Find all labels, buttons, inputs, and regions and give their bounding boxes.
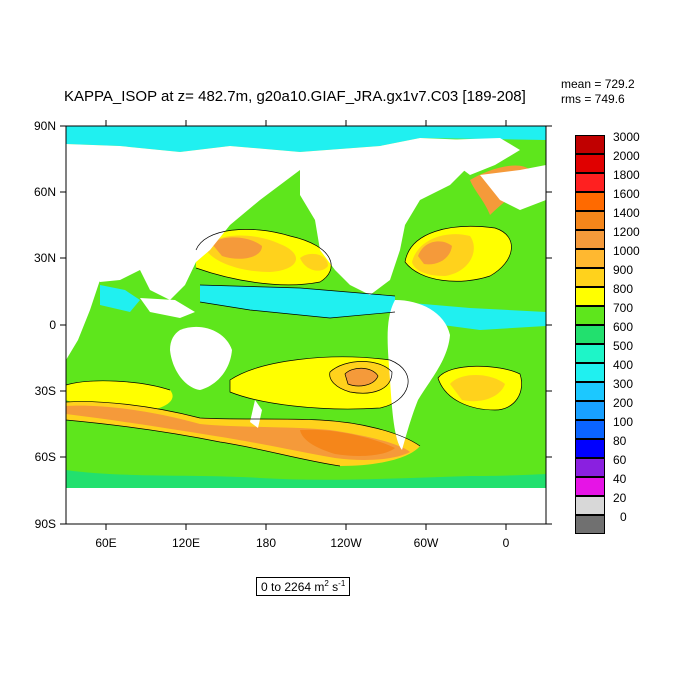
y-tick-label: 0 bbox=[49, 318, 56, 332]
range-unit-seconds: s bbox=[328, 580, 339, 594]
land-north-america bbox=[300, 138, 500, 295]
colorbar-label: 40 bbox=[613, 472, 627, 486]
colorbar-swatch bbox=[575, 192, 605, 211]
colorbar-swatch bbox=[575, 439, 605, 458]
land-masses bbox=[66, 138, 546, 524]
colorbar-swatch bbox=[575, 458, 605, 477]
x-tick-label: 60E bbox=[95, 536, 116, 550]
y-tick-labels: 90N 60N 30N 0 30S 60S 90S bbox=[34, 119, 56, 531]
colorbar-label: 800 bbox=[613, 282, 634, 296]
colorbar-swatch bbox=[575, 382, 605, 401]
colorbar-label: 200 bbox=[613, 396, 634, 410]
colorbar-label: 900 bbox=[613, 263, 634, 277]
rms-value: rms = 749.6 bbox=[561, 92, 625, 106]
colorbar-label: 600 bbox=[613, 320, 634, 334]
contour-field bbox=[66, 126, 546, 524]
colorbar-label: 20 bbox=[613, 491, 627, 505]
colorbar-label: 1600 bbox=[613, 187, 640, 201]
colorbar-label: 60 bbox=[613, 453, 627, 467]
x-tick-label: 0 bbox=[503, 536, 510, 550]
colorbar-label: 100 bbox=[613, 415, 634, 429]
colorbar-label: 1000 bbox=[613, 244, 640, 258]
equatorial-band-indian bbox=[100, 285, 140, 312]
colorbar-label: 400 bbox=[613, 358, 634, 372]
southern-belt bbox=[66, 470, 546, 488]
y-tick-label: 60S bbox=[35, 450, 56, 464]
arctic-region bbox=[66, 126, 546, 152]
x-tick-label: 120W bbox=[330, 536, 362, 550]
contour-lines bbox=[66, 225, 522, 467]
colorbar-swatch bbox=[575, 420, 605, 439]
axis-ticks bbox=[60, 120, 552, 530]
colorbar-swatch bbox=[575, 363, 605, 382]
colorbar-swatch bbox=[575, 230, 605, 249]
colorbar-label: 1200 bbox=[613, 225, 640, 239]
colorbar-swatch bbox=[575, 344, 605, 363]
colorbar-swatch bbox=[575, 211, 605, 230]
x-tick-labels: 60E 120E 180 120W 60W 0 bbox=[95, 536, 509, 550]
y-tick-label: 30S bbox=[35, 384, 56, 398]
x-tick-label: 180 bbox=[256, 536, 276, 550]
colorbar-swatch bbox=[575, 515, 605, 534]
colorbar-swatch bbox=[575, 306, 605, 325]
y-tick-label: 60N bbox=[34, 185, 56, 199]
colorbar-swatch bbox=[575, 401, 605, 420]
colorbar-swatch bbox=[575, 268, 605, 287]
colorbar-label: 1400 bbox=[613, 206, 640, 220]
colorbar-swatch bbox=[575, 135, 605, 154]
colorbar-label: 80 bbox=[613, 434, 627, 448]
land-antarctica bbox=[66, 488, 546, 524]
land-greenland bbox=[440, 138, 520, 175]
x-tick-label: 120E bbox=[172, 536, 200, 550]
land-indonesia bbox=[140, 298, 195, 318]
plot-title: KAPPA_ISOP at z= 482.7m, g20a10.GIAF_JRA… bbox=[64, 88, 526, 105]
colorbar-label: 1800 bbox=[613, 168, 640, 182]
colorbar-label: 2000 bbox=[613, 149, 640, 163]
colorbar-swatch bbox=[575, 496, 605, 515]
colorbar-swatch bbox=[575, 325, 605, 344]
y-tick-label: 90N bbox=[34, 119, 56, 133]
colorbar-swatch bbox=[575, 287, 605, 306]
colorbar-swatch bbox=[575, 477, 605, 496]
colorbar-label: 500 bbox=[613, 339, 634, 353]
land-new-zealand bbox=[250, 400, 262, 428]
stats-block: mean = 729.2 rms = 749.6 bbox=[561, 77, 635, 107]
colorbar-label: 0 bbox=[620, 510, 627, 524]
colorbar-swatch bbox=[575, 154, 605, 173]
colorbar-swatch bbox=[575, 173, 605, 192]
colorbar-swatch bbox=[575, 249, 605, 268]
range-unit-exponent-1: 2 bbox=[324, 579, 329, 588]
x-tick-label: 60W bbox=[414, 536, 439, 550]
colorbar-label: 300 bbox=[613, 377, 634, 391]
land-eurasia bbox=[66, 144, 300, 300]
range-text: 0 to 2264 m bbox=[261, 580, 325, 594]
range-unit-exponent-2: -1 bbox=[338, 579, 346, 588]
mean-value: mean = 729.2 bbox=[561, 77, 635, 91]
land-africa bbox=[66, 190, 100, 360]
land-europe bbox=[480, 165, 546, 210]
data-range-box: 0 to 2264 m2 s-1 bbox=[256, 577, 351, 596]
colorbar-label: 3000 bbox=[613, 130, 640, 144]
y-tick-label: 90S bbox=[35, 517, 56, 531]
land-south-america bbox=[387, 300, 450, 450]
y-tick-label: 30N bbox=[34, 251, 56, 265]
land-australia bbox=[170, 326, 232, 390]
colorbar-label: 700 bbox=[613, 301, 634, 315]
